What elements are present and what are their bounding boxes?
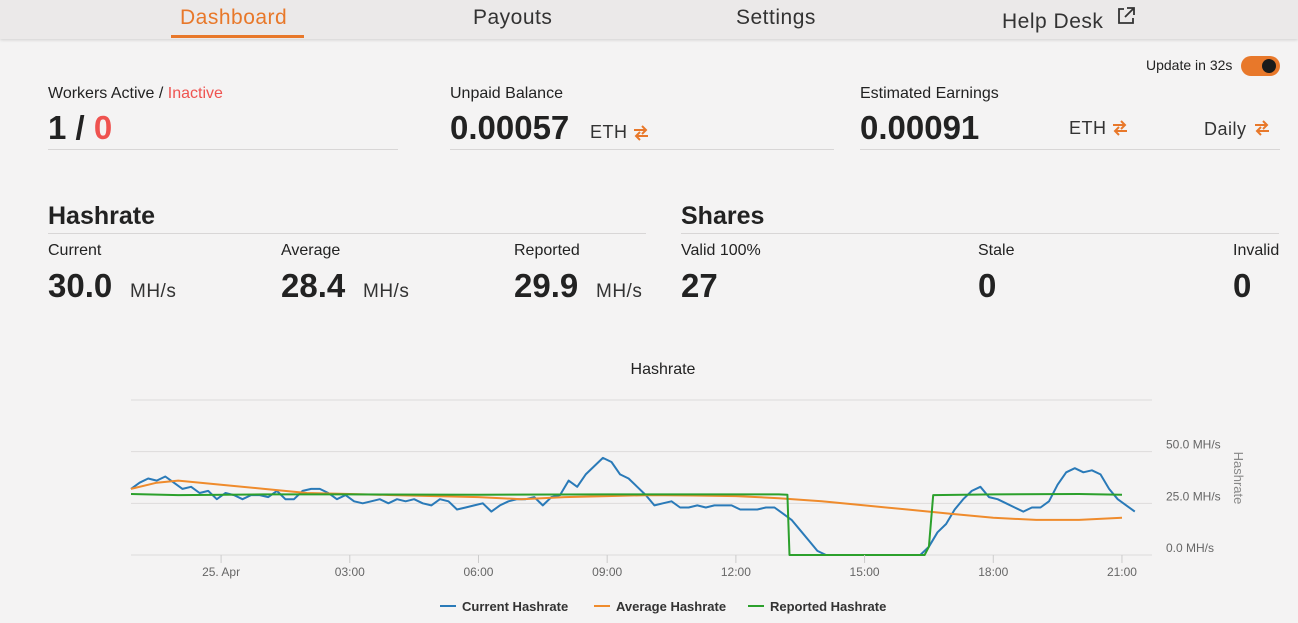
divider xyxy=(860,149,1280,150)
series-line xyxy=(130,456,1136,556)
average-hashrate-unit: MH/s xyxy=(363,281,410,302)
stale-shares-value: 0 xyxy=(978,267,997,304)
average-hashrate-value: 28.4 xyxy=(281,267,346,304)
legend-label: Reported Hashrate xyxy=(770,599,886,614)
estimated-earnings-value: 0.00091 xyxy=(860,109,980,146)
shares-section-title: Shares xyxy=(681,202,765,230)
update-countdown: Update in 32s xyxy=(1146,57,1233,73)
x-tick-label: 25. Apr xyxy=(202,565,240,579)
nav-helpdesk[interactable]: Help Desk xyxy=(1002,6,1136,34)
estimated-period[interactable]: Daily xyxy=(1204,119,1247,139)
workers-active-label: Workers Active xyxy=(48,85,155,102)
series-line xyxy=(130,479,1123,521)
workers-count: 1 / 0 xyxy=(48,109,112,147)
estimated-earnings-label: Estimated Earnings xyxy=(860,85,999,102)
x-tick-label: 06:00 xyxy=(463,565,493,579)
swap-period-icon[interactable] xyxy=(1253,119,1271,137)
workers-label: Workers Active / Inactive xyxy=(48,85,223,103)
x-tick-label: 21:00 xyxy=(1107,565,1137,579)
chart-grid xyxy=(131,399,1152,556)
y-axis-title: Hashrate xyxy=(1231,452,1246,505)
x-axis-ticks: 25. Apr 03:00 06:00 09:00 12:00 15:00 18:00 21:… xyxy=(202,555,1137,579)
workers-inactive-label: Inactive xyxy=(167,85,223,102)
divider xyxy=(48,233,646,234)
chart-legend: Current Hashrate Average Hashrate Reported… xyxy=(440,599,886,614)
reported-hashrate-value: 29.9 xyxy=(514,267,579,304)
nav-active-indicator xyxy=(171,35,304,38)
y-axis-ticks: 0.0 MH/s 25.0 MH/s 50.0 MH/s xyxy=(1166,438,1221,555)
toggle-knob xyxy=(1262,59,1276,73)
workers-active-count: 1 xyxy=(48,109,67,146)
nav-payouts[interactable]: Payouts xyxy=(473,6,553,29)
external-link-icon xyxy=(1117,7,1135,24)
current-hashrate-unit: MH/s xyxy=(130,281,177,302)
legend-item[interactable]: Average Hashrate xyxy=(594,599,726,614)
valid-shares-value: 27 xyxy=(681,267,718,304)
workers-count-separator: / xyxy=(66,109,94,146)
x-tick-label: 18:00 xyxy=(978,565,1008,579)
divider xyxy=(681,233,1279,234)
hashrate-chart: Hashrate 25. Apr 03:00 06:00 09:00 12:00 15:0… xyxy=(130,361,1246,614)
x-tick-label: 15:00 xyxy=(850,565,880,579)
nav-settings[interactable]: Settings xyxy=(736,6,816,29)
legend-label: Average Hashrate xyxy=(616,599,726,614)
workers-label-separator: / xyxy=(154,85,168,102)
estimated-earnings-unit: ETH xyxy=(1069,118,1107,138)
swap-currency-icon[interactable] xyxy=(1111,119,1129,137)
current-hashrate-value: 30.0 xyxy=(48,267,113,304)
reported-hashrate-label: Reported xyxy=(514,242,580,259)
x-tick-label: 12:00 xyxy=(721,565,751,579)
y-tick-label: 0.0 MH/s xyxy=(1166,541,1214,555)
current-hashrate-label: Current xyxy=(48,242,102,259)
average-hashrate-label: Average xyxy=(281,242,341,259)
top-navbar: Dashboard Payouts Settings Help Desk xyxy=(0,0,1298,39)
y-tick-label: 50.0 MH/s xyxy=(1166,438,1221,452)
legend-item[interactable]: Current Hashrate xyxy=(440,599,568,614)
y-tick-label: 25.0 MH/s xyxy=(1166,489,1221,503)
workers-inactive-count: 0 xyxy=(93,109,113,146)
divider xyxy=(450,149,834,150)
x-tick-label: 03:00 xyxy=(335,565,365,579)
chart-series xyxy=(130,456,1136,556)
auto-update-toggle[interactable] xyxy=(1241,56,1280,76)
unpaid-balance-label: Unpaid Balance xyxy=(450,85,563,102)
series-line xyxy=(130,493,1123,556)
stale-shares-label: Stale xyxy=(978,242,1015,259)
x-tick-label: 09:00 xyxy=(592,565,622,579)
hashrate-section-title: Hashrate xyxy=(48,202,155,230)
legend-item[interactable]: Reported Hashrate xyxy=(748,599,886,614)
swap-currency-icon[interactable] xyxy=(632,124,650,142)
legend-label: Current Hashrate xyxy=(462,599,568,614)
nav-dashboard[interactable]: Dashboard xyxy=(180,6,288,29)
valid-shares-label: Valid 100% xyxy=(681,242,761,259)
unpaid-balance-unit: ETH xyxy=(590,122,628,142)
divider xyxy=(48,149,398,150)
reported-hashrate-unit: MH/s xyxy=(596,281,643,302)
chart-title: Hashrate xyxy=(631,361,696,378)
unpaid-balance-value: 0.00057 xyxy=(450,109,570,146)
nav-helpdesk-label: Help Desk xyxy=(1002,10,1104,33)
invalid-shares-value: 0 xyxy=(1233,267,1252,304)
invalid-shares-label: Invalid xyxy=(1233,242,1280,259)
